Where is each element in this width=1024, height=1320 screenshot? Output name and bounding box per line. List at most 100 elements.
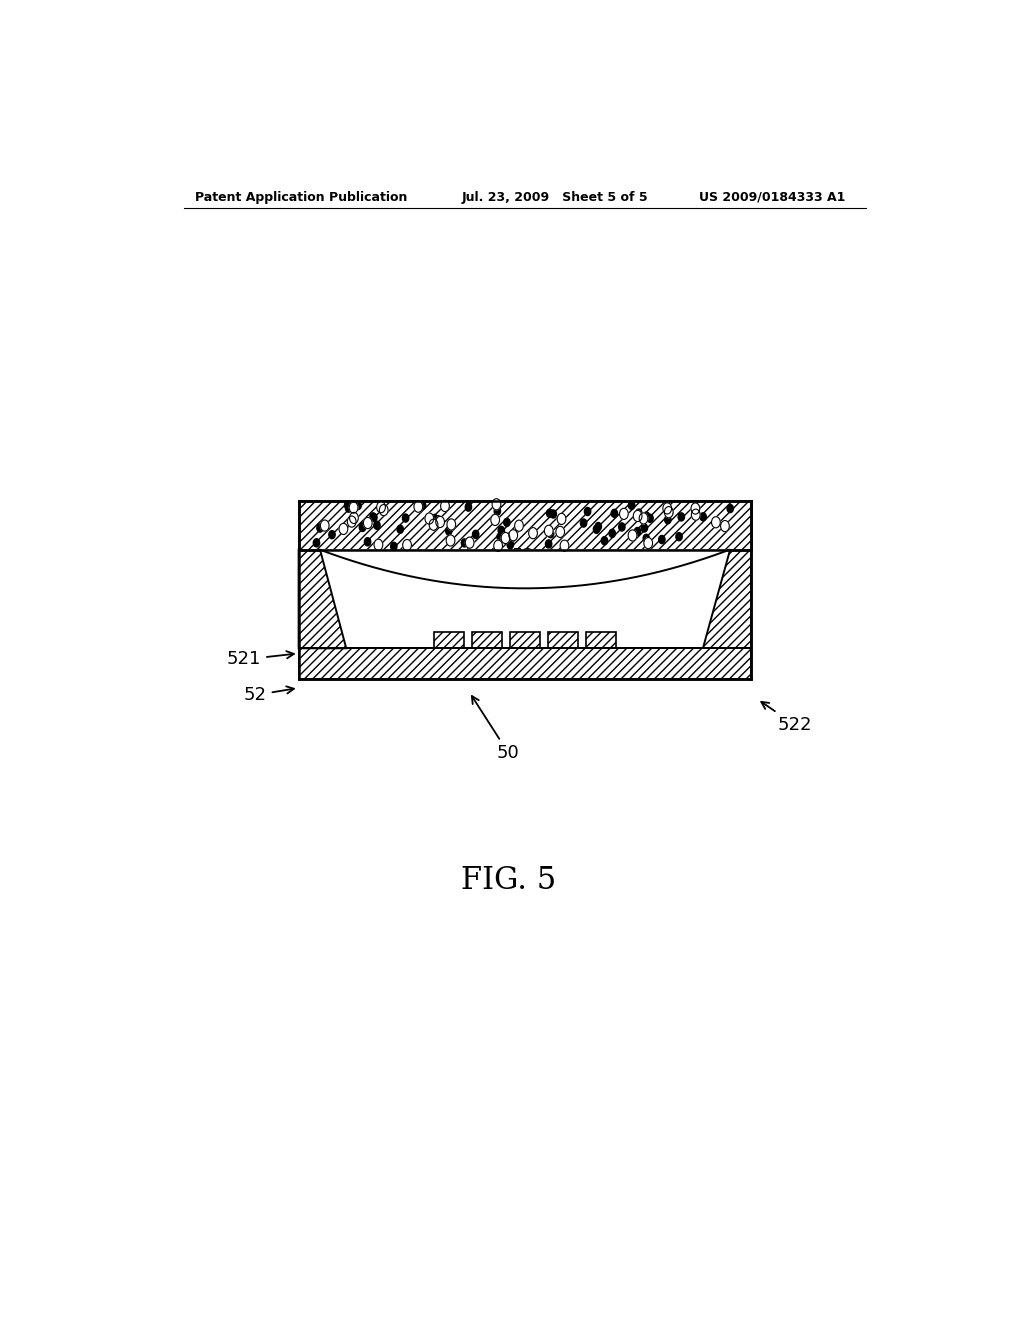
Circle shape	[402, 513, 409, 523]
Circle shape	[528, 528, 538, 539]
Circle shape	[497, 533, 503, 541]
Circle shape	[377, 502, 385, 512]
Text: 521: 521	[227, 651, 294, 668]
Bar	[510, 632, 540, 648]
Circle shape	[691, 510, 700, 520]
Circle shape	[435, 516, 441, 524]
Circle shape	[647, 515, 653, 523]
Polygon shape	[703, 549, 751, 648]
Bar	[433, 632, 464, 648]
Circle shape	[628, 529, 637, 541]
Text: Jul. 23, 2009   Sheet 5 of 5: Jul. 23, 2009 Sheet 5 of 5	[461, 190, 648, 203]
Circle shape	[557, 513, 566, 524]
Circle shape	[500, 531, 506, 539]
Circle shape	[316, 524, 324, 532]
Circle shape	[721, 520, 729, 532]
Circle shape	[349, 502, 358, 513]
Circle shape	[547, 510, 553, 517]
Bar	[299, 648, 751, 678]
Circle shape	[665, 516, 671, 524]
Circle shape	[374, 521, 380, 529]
Circle shape	[508, 535, 515, 543]
Circle shape	[461, 539, 468, 546]
Bar	[299, 500, 751, 549]
Circle shape	[490, 515, 500, 525]
Circle shape	[639, 513, 648, 524]
Circle shape	[620, 508, 629, 520]
Circle shape	[420, 502, 426, 510]
Circle shape	[344, 502, 351, 510]
Circle shape	[349, 512, 358, 524]
Circle shape	[321, 520, 329, 531]
Text: 522: 522	[761, 702, 812, 734]
Circle shape	[431, 515, 438, 523]
Circle shape	[465, 503, 472, 511]
Circle shape	[601, 537, 607, 545]
Circle shape	[595, 523, 601, 531]
Circle shape	[548, 529, 554, 537]
Circle shape	[359, 523, 366, 532]
Circle shape	[445, 527, 452, 535]
Circle shape	[494, 540, 503, 552]
Circle shape	[665, 507, 673, 517]
Circle shape	[501, 532, 510, 544]
Circle shape	[609, 529, 615, 537]
Circle shape	[355, 502, 361, 510]
Bar	[548, 632, 578, 648]
Circle shape	[633, 511, 642, 521]
Circle shape	[429, 519, 438, 531]
Circle shape	[636, 510, 642, 517]
Bar	[586, 632, 616, 648]
Circle shape	[712, 516, 720, 528]
Circle shape	[643, 512, 649, 520]
Bar	[299, 500, 751, 549]
Circle shape	[545, 525, 553, 536]
Circle shape	[629, 502, 635, 510]
Circle shape	[446, 535, 455, 546]
Circle shape	[472, 531, 479, 539]
Circle shape	[329, 531, 335, 539]
Text: US 2009/0184333 A1: US 2009/0184333 A1	[699, 190, 846, 203]
Circle shape	[371, 513, 377, 521]
Circle shape	[546, 540, 552, 548]
Circle shape	[360, 523, 367, 531]
Circle shape	[593, 525, 600, 533]
Circle shape	[364, 517, 372, 528]
Circle shape	[560, 540, 569, 552]
Bar	[472, 632, 502, 648]
Circle shape	[581, 519, 587, 527]
Circle shape	[550, 510, 556, 517]
Circle shape	[634, 528, 641, 536]
Circle shape	[658, 536, 665, 544]
Circle shape	[676, 532, 682, 541]
Circle shape	[390, 543, 397, 550]
Circle shape	[691, 503, 699, 513]
Circle shape	[347, 516, 356, 527]
Polygon shape	[299, 549, 346, 648]
Circle shape	[440, 500, 450, 512]
Circle shape	[436, 516, 444, 528]
Circle shape	[556, 527, 564, 537]
Circle shape	[507, 541, 513, 549]
Circle shape	[515, 520, 523, 532]
Bar	[299, 500, 751, 678]
Text: 53: 53	[512, 546, 535, 577]
Circle shape	[313, 539, 319, 546]
Circle shape	[370, 513, 376, 521]
Circle shape	[446, 519, 456, 531]
Circle shape	[611, 510, 617, 517]
Circle shape	[414, 502, 423, 512]
Circle shape	[727, 504, 733, 512]
Circle shape	[504, 519, 510, 527]
Circle shape	[618, 523, 625, 531]
Circle shape	[678, 513, 684, 521]
Circle shape	[700, 512, 707, 521]
Circle shape	[339, 523, 348, 535]
Circle shape	[667, 508, 673, 516]
Text: FIG. 5: FIG. 5	[461, 865, 557, 895]
Circle shape	[498, 527, 505, 535]
Circle shape	[644, 537, 652, 549]
Circle shape	[465, 537, 474, 548]
Circle shape	[425, 513, 434, 524]
Text: 52: 52	[244, 686, 294, 704]
